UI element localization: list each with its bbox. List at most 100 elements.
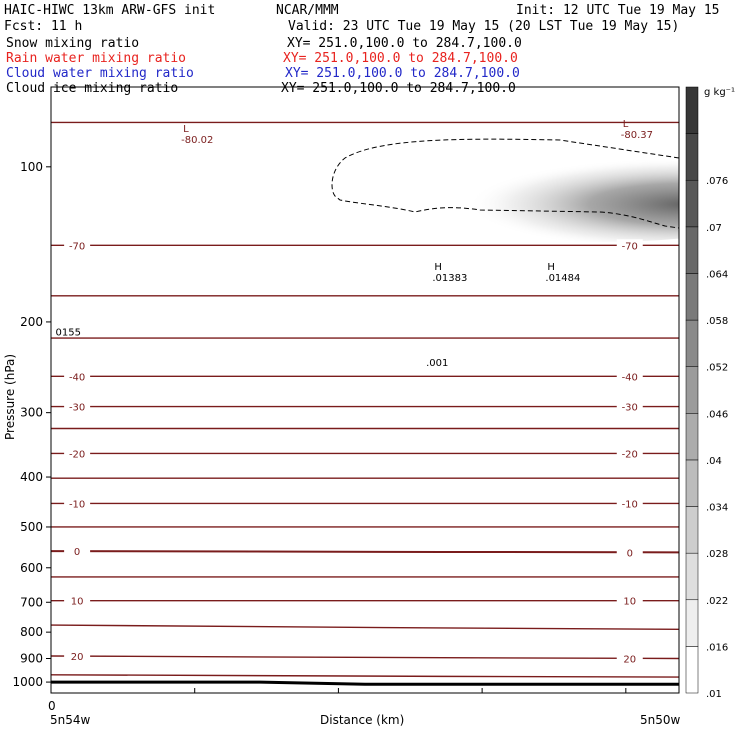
colorbar-swatch [685,226,699,274]
contour-label-bg [64,239,91,252]
plot-frame [50,86,680,694]
colorbar-swatch [685,459,699,507]
y-tick-label: 400 [20,470,43,484]
field-xy-cloud-water: XY= 251.0,100.0 to 284.7,100.0 [285,66,520,81]
x-axis [50,688,627,693]
contour-label: 0 [627,548,633,559]
temperature-contour-line [51,624,679,631]
cloud-ice-shading [400,158,679,242]
contour-label-bg [616,546,643,559]
y-tick-label: 1000 [12,675,43,689]
x-axis-label: Distance (km) [320,713,404,727]
field-name-cloud-water: Cloud water mixing ratio [6,66,194,81]
contour-label: -10 [622,499,638,510]
contour-label-bg [616,594,643,607]
extremum-value: 0155 [56,328,81,339]
extremum-value: .01484 [545,273,580,284]
colorbar-label: .016 [706,642,728,653]
colorbar-label: .07 [706,223,722,234]
contour-label: -40 [622,372,638,383]
contour-label-bg [64,545,91,558]
colorbar-swatch [685,133,699,181]
contour-label: 20 [71,652,84,663]
colorbar-label: .028 [706,549,728,560]
contour-label: -70 [622,241,638,252]
contour-label-bg [64,447,91,460]
contour-label: 0 [74,547,80,558]
contour-label-bg [64,497,91,510]
colorbar-unit: g kg⁻¹ [704,87,735,98]
colorbar-swatch [685,273,699,321]
contour-label-bg [616,497,643,510]
contour-label-bg [64,650,91,663]
init-time: Init: 12 UTC Tue 19 May 15 [516,3,720,18]
contour-label-bg [616,447,643,460]
contour-label: -30 [69,403,85,414]
field-name-cloud-ice: Cloud ice mixing ratio [6,81,178,96]
y-tick-label: 500 [20,520,43,534]
colorbar-label: .034 [706,503,728,514]
colorbar-swatch [685,552,699,601]
field-xy-rain: XY= 251.0,100.0 to 284.7,100.0 [283,51,518,66]
temperature-contour-line [51,655,679,660]
colorbar-label: .046 [706,409,728,420]
extremum-value: .001 [426,358,448,369]
contour-label-bg [64,594,91,607]
field-xy-snow: XY= 251.0,100.0 to 284.7,100.0 [287,36,522,51]
contour-label: -40 [69,372,85,383]
colorbar-swatch [685,179,699,228]
extremum-marker: H [547,262,555,273]
extremum-value: -80.02 [181,135,213,146]
y-tick-label: 200 [20,315,43,329]
contour-label: -30 [622,403,638,414]
contour-label: 20 [623,655,636,666]
contour-label-bg [64,370,91,383]
terrain-line [51,680,679,686]
colorbar-label: .04 [706,456,722,467]
contour-label-bg [616,370,643,383]
forecast-hour: Fcst: 11 h [4,19,82,34]
colorbar-label: .052 [706,363,728,374]
extremum-value: .01383 [432,273,467,284]
temperature-contours: -70 -70 -40 -40 -30 -30 -20 -20 -10 -10 0 0 10 10 20 20 [51,121,679,678]
contour-label: -20 [69,449,85,460]
y-tick-label: 700 [20,595,43,609]
model-title: HAIC-HIWC 13km ARW-GFS init [4,3,215,18]
colorbar-label: .058 [706,316,728,327]
y-tick-label: 600 [20,561,43,575]
colorbar-label: .022 [706,596,728,607]
org-label: NCAR/MMM [276,3,339,18]
field-xy-cloud-ice: XY= 251.0,100.0 to 284.7,100.0 [281,81,516,96]
extremum-marker: L [183,124,189,135]
colorbar: .01 .016 .022 .028 .034 .04 .046 .052 .058 .064 .0… [685,86,728,700]
x-right-label: 5n50w [640,713,681,727]
contour-label-bg [64,400,91,413]
contour-label-bg [616,400,643,413]
x-origin-label: 0 [48,699,56,713]
cloud-ice-dashed-contour [331,138,680,229]
temperature-contour-line [51,550,679,554]
y-axis-label: Pressure (hPa) [3,354,17,440]
valid-time: Valid: 23 UTC Tue 19 May 15 (20 LST Tue … [288,19,679,34]
contour-label: 10 [623,597,636,608]
field-name-snow: Snow mixing ratio [6,36,139,51]
contour-label: -10 [69,499,85,510]
contour-label: 10 [71,597,84,608]
x-left-label: 5n54w [50,713,91,727]
y-axis: 100 200 300 400 500 600 700 800 900 1000 [12,160,51,689]
colorbar-swatch [685,646,699,694]
colorbar-swatch [685,366,699,414]
colorbar-swatch [685,413,699,461]
y-tick-label: 300 [20,406,43,420]
colorbar-swatch [685,506,699,554]
extremum-value: -80.37 [621,130,653,141]
extremum-marker: H [434,262,442,273]
temperature-contour-line [51,674,679,678]
field-name-rain: Rain water mixing ratio [6,51,186,66]
y-tick-label: 100 [20,160,43,174]
contour-label: -20 [622,449,638,460]
colorbar-swatch [685,599,699,647]
contour-label-bg [616,652,643,665]
